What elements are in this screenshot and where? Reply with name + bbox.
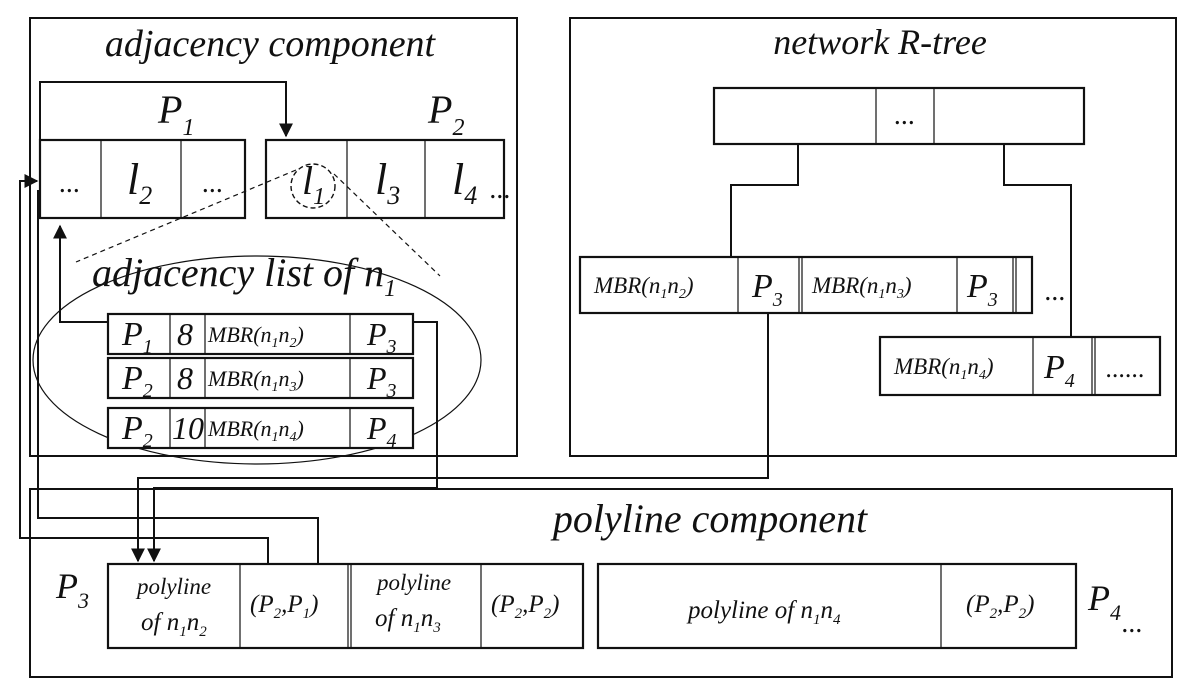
adjacency-component-title: adjacency component — [105, 23, 437, 65]
page-p3-label: P3 — [55, 566, 89, 613]
p2-cell-l1: l1 — [302, 158, 325, 210]
svg-text:8: 8 — [177, 360, 193, 396]
svg-text:MBR(n1n3): MBR(n1n3) — [811, 273, 912, 302]
svg-text:P3: P3 — [366, 316, 397, 358]
page-p2-block: l1 l3 l4 — [264, 138, 506, 220]
adjacency-component-border — [29, 17, 518, 457]
svg-text:of n1n3: of n1n3 — [375, 605, 441, 636]
svg-text:polyline of n1n4: polyline of n1n4 — [686, 597, 841, 628]
svg-text:P3: P3 — [966, 268, 998, 311]
arrow-row1-to-p1 — [53, 224, 108, 323]
arrow-row1-to-polyline — [147, 321, 438, 563]
page-p4-block: polyline of n1n4 (P2,P2) — [596, 562, 1078, 650]
polyline-record: polyline of n1n3 (P2,P2) — [375, 570, 560, 636]
p2-cell-l4: l4 — [452, 155, 477, 210]
polyline-component-border — [29, 488, 1173, 678]
l1-highlight-circle — [290, 163, 336, 209]
svg-text:8: 8 — [177, 316, 193, 352]
svg-text:P2: P2 — [121, 360, 153, 402]
page-p2-label: P2 — [427, 87, 464, 141]
adjacency-list-title: adjacency list of n1 — [92, 250, 396, 302]
adjacency-row: P2 10 MBR(n1n4) P4 — [106, 406, 415, 452]
svg-text:P3: P3 — [366, 360, 397, 402]
p2-cell-l3: l3 — [375, 155, 400, 210]
page-p2-box — [264, 138, 506, 220]
svg-text:...: ... — [1045, 276, 1066, 307]
rtree-edge-right — [1003, 144, 1072, 337]
rtree-root-ellipsis: ... — [895, 100, 916, 131]
p1-cell-ellipsis-right: ... — [203, 168, 224, 199]
p2-trailing-ellipsis: ... — [490, 174, 511, 205]
svg-text:P4: P4 — [366, 410, 397, 452]
page-p4-label: P4 — [1087, 578, 1121, 625]
polyline-component: polyline component P3 polyline of n1n2 (… — [29, 488, 1173, 678]
network-rtree-border — [569, 17, 1177, 457]
zoom-line-right — [333, 173, 441, 277]
pointer-arrows — [19, 81, 769, 564]
arrow-polyline-back-1 — [19, 174, 269, 564]
svg-text:P1: P1 — [121, 316, 153, 358]
network-rtree: network R-tree ... MBR(n1n2) P3 MBR(n1n3… — [569, 17, 1177, 457]
svg-text:MBR(n1n3): MBR(n1n3) — [207, 366, 304, 395]
p4-trailing-ellipsis: ... — [1122, 608, 1143, 639]
arrow-p1-to-p2 — [39, 81, 293, 140]
adjacency-row: P1 8 MBR(n1n2) P3 — [106, 312, 415, 358]
zoom-line-left — [75, 169, 297, 263]
page-p1-block: ... l2 ... — [38, 138, 247, 220]
svg-text:polyline: polyline — [135, 574, 211, 599]
rtree-leaf-node-1: MBR(n1n2) P3 MBR(n1n3) P3 ... — [578, 255, 1066, 315]
svg-text:MBR(n1n2): MBR(n1n2) — [593, 273, 694, 302]
p1-cell-l2: l2 — [127, 155, 152, 210]
adjacency-row: P2 8 MBR(n1n3) P3 — [106, 356, 415, 402]
page-p3-block: polyline of n1n2 (P2,P1) polyline of n1n… — [106, 562, 585, 650]
rtree-root-node — [712, 86, 1086, 146]
network-rtree-title: network R-tree — [773, 22, 987, 62]
svg-text:MBR(n1n2): MBR(n1n2) — [207, 322, 304, 351]
arrow-rtree-to-polyline — [131, 313, 769, 563]
polyline-component-title: polyline component — [550, 496, 868, 541]
rtree-leaf-node-2: MBR(n1n4) P4 ...... — [878, 335, 1162, 397]
arrow-polyline-back-2 — [37, 190, 319, 564]
svg-text:MBR(n1n4): MBR(n1n4) — [893, 354, 994, 383]
polyline-record: polyline of n1n4 (P2,P2) — [686, 591, 1034, 628]
svg-text:P2: P2 — [121, 410, 153, 452]
adjacency-component: adjacency component P1 ... l2 ... P2 l1 … — [29, 17, 518, 465]
svg-text:10: 10 — [172, 410, 204, 446]
rtree-edge-left — [730, 144, 799, 257]
svg-text:MBR(n1n4): MBR(n1n4) — [207, 416, 304, 445]
svg-text:P3: P3 — [751, 268, 783, 311]
svg-text:P4: P4 — [1043, 349, 1075, 392]
svg-text:......: ...... — [1106, 354, 1145, 383]
adjacency-list-ellipse — [32, 255, 482, 465]
page-p1-label: P1 — [157, 87, 194, 141]
p1-cell-ellipsis-left: ... — [60, 168, 81, 199]
svg-text:polyline: polyline — [375, 570, 451, 595]
svg-text:of n1n2: of n1n2 — [141, 609, 207, 640]
